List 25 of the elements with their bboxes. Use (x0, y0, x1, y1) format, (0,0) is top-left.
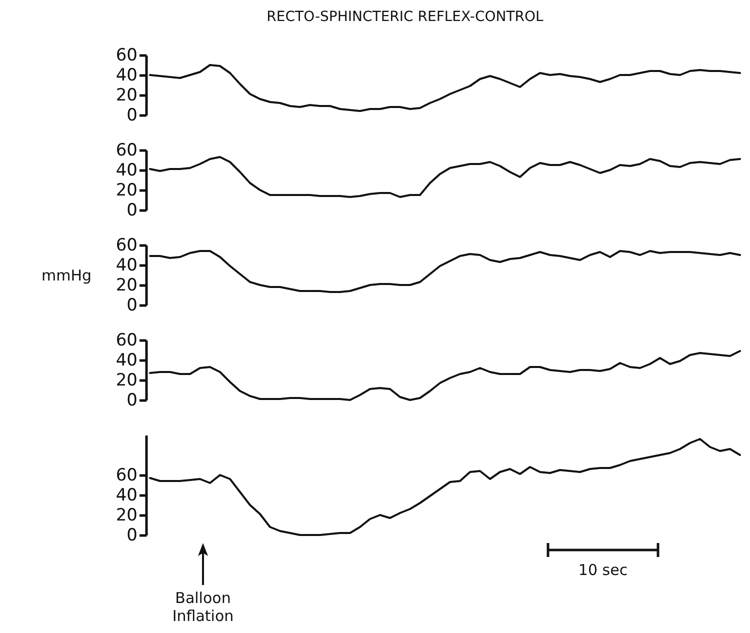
y-tick-label: 20 (116, 276, 138, 296)
y-tick-label: 40 (116, 486, 138, 506)
y-tick-label: 60 (116, 46, 138, 66)
y-tick-label: 20 (116, 86, 138, 106)
y-tick-label: 20 (116, 370, 138, 390)
text: 10 sec (577, 561, 629, 579)
y-tick-label: 60 (116, 466, 138, 486)
y-tick-label: 20 (116, 180, 138, 200)
y-tick-label: 40 (116, 66, 138, 86)
y-tick-label: 0 (126, 390, 138, 410)
y-tick-label: 20 (116, 506, 138, 526)
y-axis-title: mmHg (41, 266, 92, 284)
chart-title: RECTO-SPHINCTERIC REFLEX-CONTROL (266, 9, 544, 25)
y-tick-label: 60 (116, 140, 138, 160)
text: Balloon Inflation (171, 589, 235, 625)
y-tick-label: 0 (126, 200, 138, 220)
y-tick-label: 0 (126, 526, 138, 546)
y-tick-label: 60 (116, 330, 138, 350)
line-series (149, 438, 741, 536)
y-tick-label: 60 (116, 236, 138, 256)
y-tick-label: 40 (116, 350, 138, 370)
y-tick-label: 0 (126, 106, 138, 126)
y-tick-label: 40 (116, 256, 138, 276)
y-tick-label: 40 (116, 160, 138, 180)
y-tick-label: 0 (126, 296, 138, 316)
